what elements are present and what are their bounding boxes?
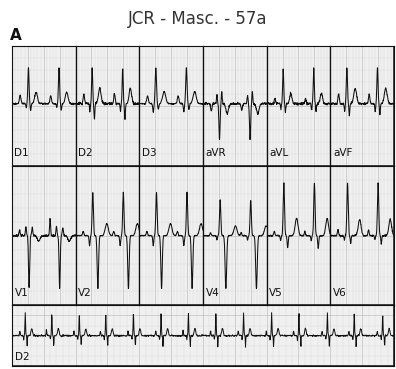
Text: V2: V2 xyxy=(78,288,92,298)
Text: V4: V4 xyxy=(206,288,219,298)
Text: aVF: aVF xyxy=(333,148,352,158)
Text: V6: V6 xyxy=(333,288,346,298)
Text: V1: V1 xyxy=(14,288,28,298)
Text: JCR - Masc. - 57a: JCR - Masc. - 57a xyxy=(128,10,268,28)
Text: D1: D1 xyxy=(14,148,29,158)
Text: A: A xyxy=(10,28,22,43)
Text: D2: D2 xyxy=(15,352,30,362)
Text: aVL: aVL xyxy=(269,148,288,158)
Text: D2: D2 xyxy=(78,148,93,158)
Text: V5: V5 xyxy=(269,288,283,298)
Text: D3: D3 xyxy=(142,148,156,158)
Text: aVR: aVR xyxy=(206,148,226,158)
